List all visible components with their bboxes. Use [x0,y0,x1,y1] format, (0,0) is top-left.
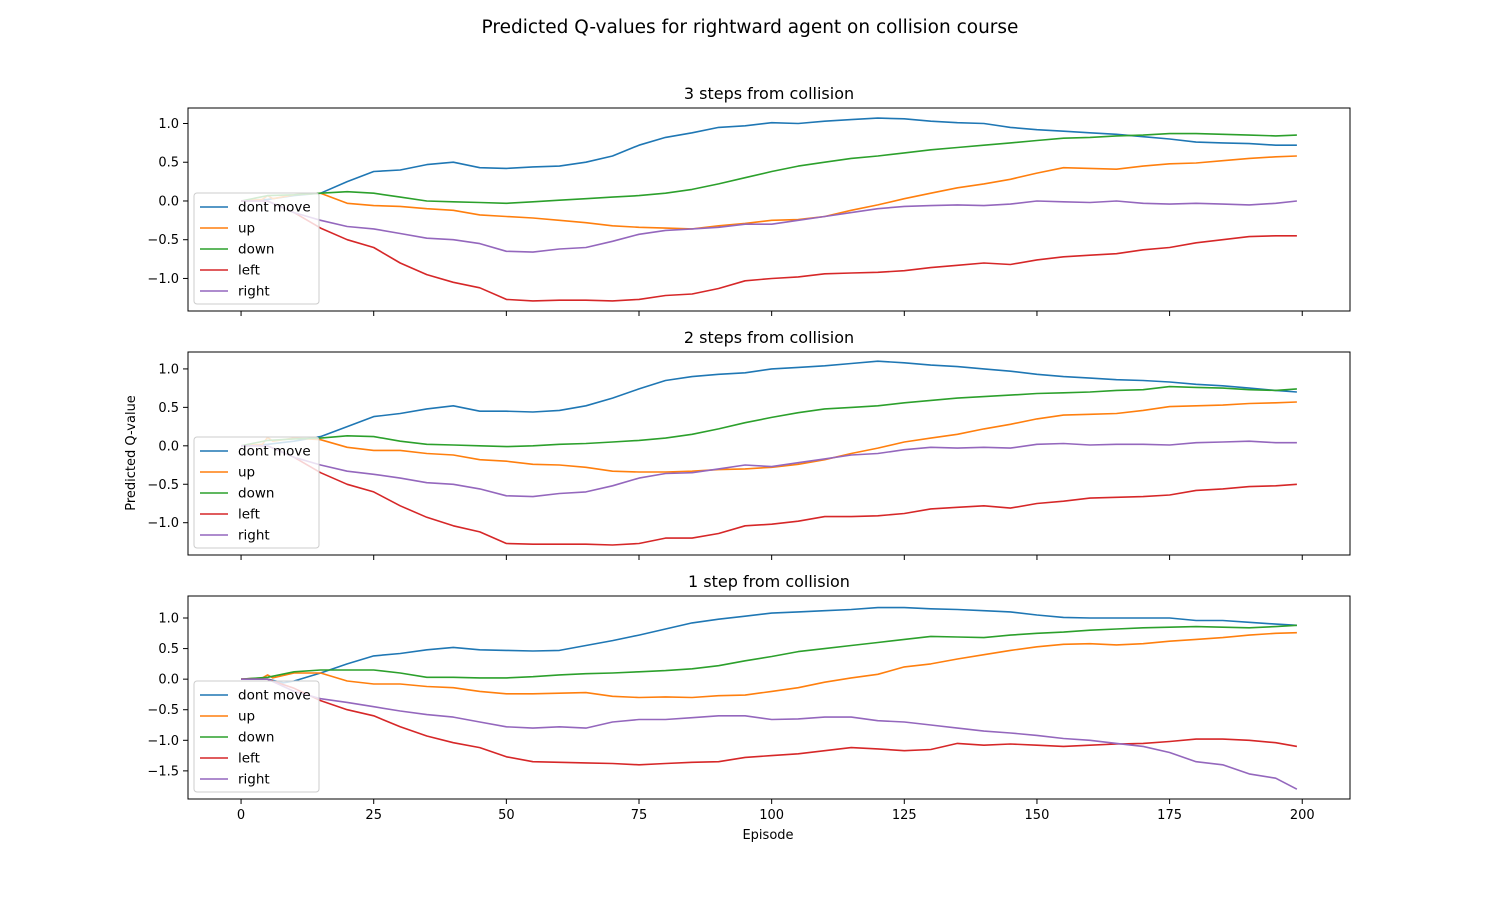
series-line-up [241,631,1297,699]
legend: dont move up down left right [193,192,320,305]
subplot-title-2: 2 steps from collision [684,328,854,347]
y-tick-label: 0.0 [158,194,179,209]
y-axis-label: Predicted Q-value [124,395,139,511]
axes-frame [187,351,1351,556]
series-line-right [241,200,1297,253]
subplots: 3 steps from collision −1.0 −0.5 0.0 0.5 1.0 d… [147,84,1351,823]
legend-label-left: left [238,751,260,767]
legend: dont move up down left right [193,680,320,793]
subplot-1: 3 steps from collision −1.0 −0.5 0.0 0.5 1.0 d… [147,84,1351,316]
x-tick-label: 150 [1025,808,1050,823]
legend-frame [193,192,320,305]
x-tick-label: 200 [1290,808,1315,823]
legend-label-left: left [238,263,260,279]
legend-label-dont-move: dont move [238,200,311,216]
legend-label-right: right [238,528,270,544]
series-line-up [241,401,1297,473]
y-tick-label: 0.5 [158,401,179,416]
x-tick-label: 0 [237,808,245,823]
axes-frame [187,107,1351,312]
subplot-title-3: 1 step from collision [688,572,850,591]
y-tick-label: −1.0 [147,734,179,749]
legend-label-right: right [238,772,270,788]
x-tick-label: 100 [759,808,784,823]
legend-label-right: right [238,284,270,300]
subplot-2: 2 steps from collision −1.0 −0.5 0.0 0.5 1.0 d… [147,328,1351,560]
y-tick-label: 0.5 [158,156,179,171]
y-tick-label: 0.0 [158,439,179,454]
series-line-down [240,385,1297,448]
y-tick-label: −0.5 [147,703,179,718]
series-line-down [240,132,1297,205]
y-tick-label: 0.0 [158,673,179,688]
legend-label-dont-move: dont move [238,444,311,460]
series-line-down [241,624,1297,680]
x-tick-label: 50 [498,808,515,823]
legend-label-down: down [238,730,274,746]
legend-frame [193,680,320,793]
legend-label-down: down [238,242,274,258]
legend-label-up: up [238,465,255,481]
series-line-left [241,445,1297,546]
y-tick-label: 1.0 [158,117,179,132]
series-line-right [241,678,1298,790]
series-line-dont-move [241,360,1297,447]
series-line-left [241,200,1297,302]
x-tick-label: 75 [631,808,648,823]
legend: dont move up down left right [193,436,320,549]
legend-label-left: left [238,507,260,523]
y-tick-label: −1.5 [147,764,179,779]
figure-title: Predicted Q-values for rightward agent o… [482,17,1019,38]
legend-label-dont-move: dont move [238,688,311,704]
y-tick-label: 1.0 [158,612,179,627]
y-tick-label: −0.5 [147,478,179,493]
legend-label-up: up [238,221,255,237]
legend-label-up: up [238,709,255,725]
axes-frame [187,595,1351,800]
y-tick-label: −1.0 [147,516,179,531]
legend-frame [193,436,320,549]
series-line-dont-move [241,606,1297,684]
subplot-3: 1 step from collision 0 25 50 75 100 125 150 175… [147,572,1351,823]
y-tick-label: −0.5 [147,233,179,248]
series-line-right [241,440,1297,498]
y-tick-label: 1.0 [158,362,179,377]
legend-label-down: down [238,486,274,502]
subplot-title-1: 3 steps from collision [684,84,854,103]
x-tick-label: 175 [1157,808,1182,823]
x-axis-label: Episode [742,828,793,843]
x-tick-label: 125 [892,808,917,823]
y-tick-label: 0.5 [158,642,179,657]
y-tick-label: −1.0 [147,272,179,287]
x-tick-label: 25 [365,808,382,823]
